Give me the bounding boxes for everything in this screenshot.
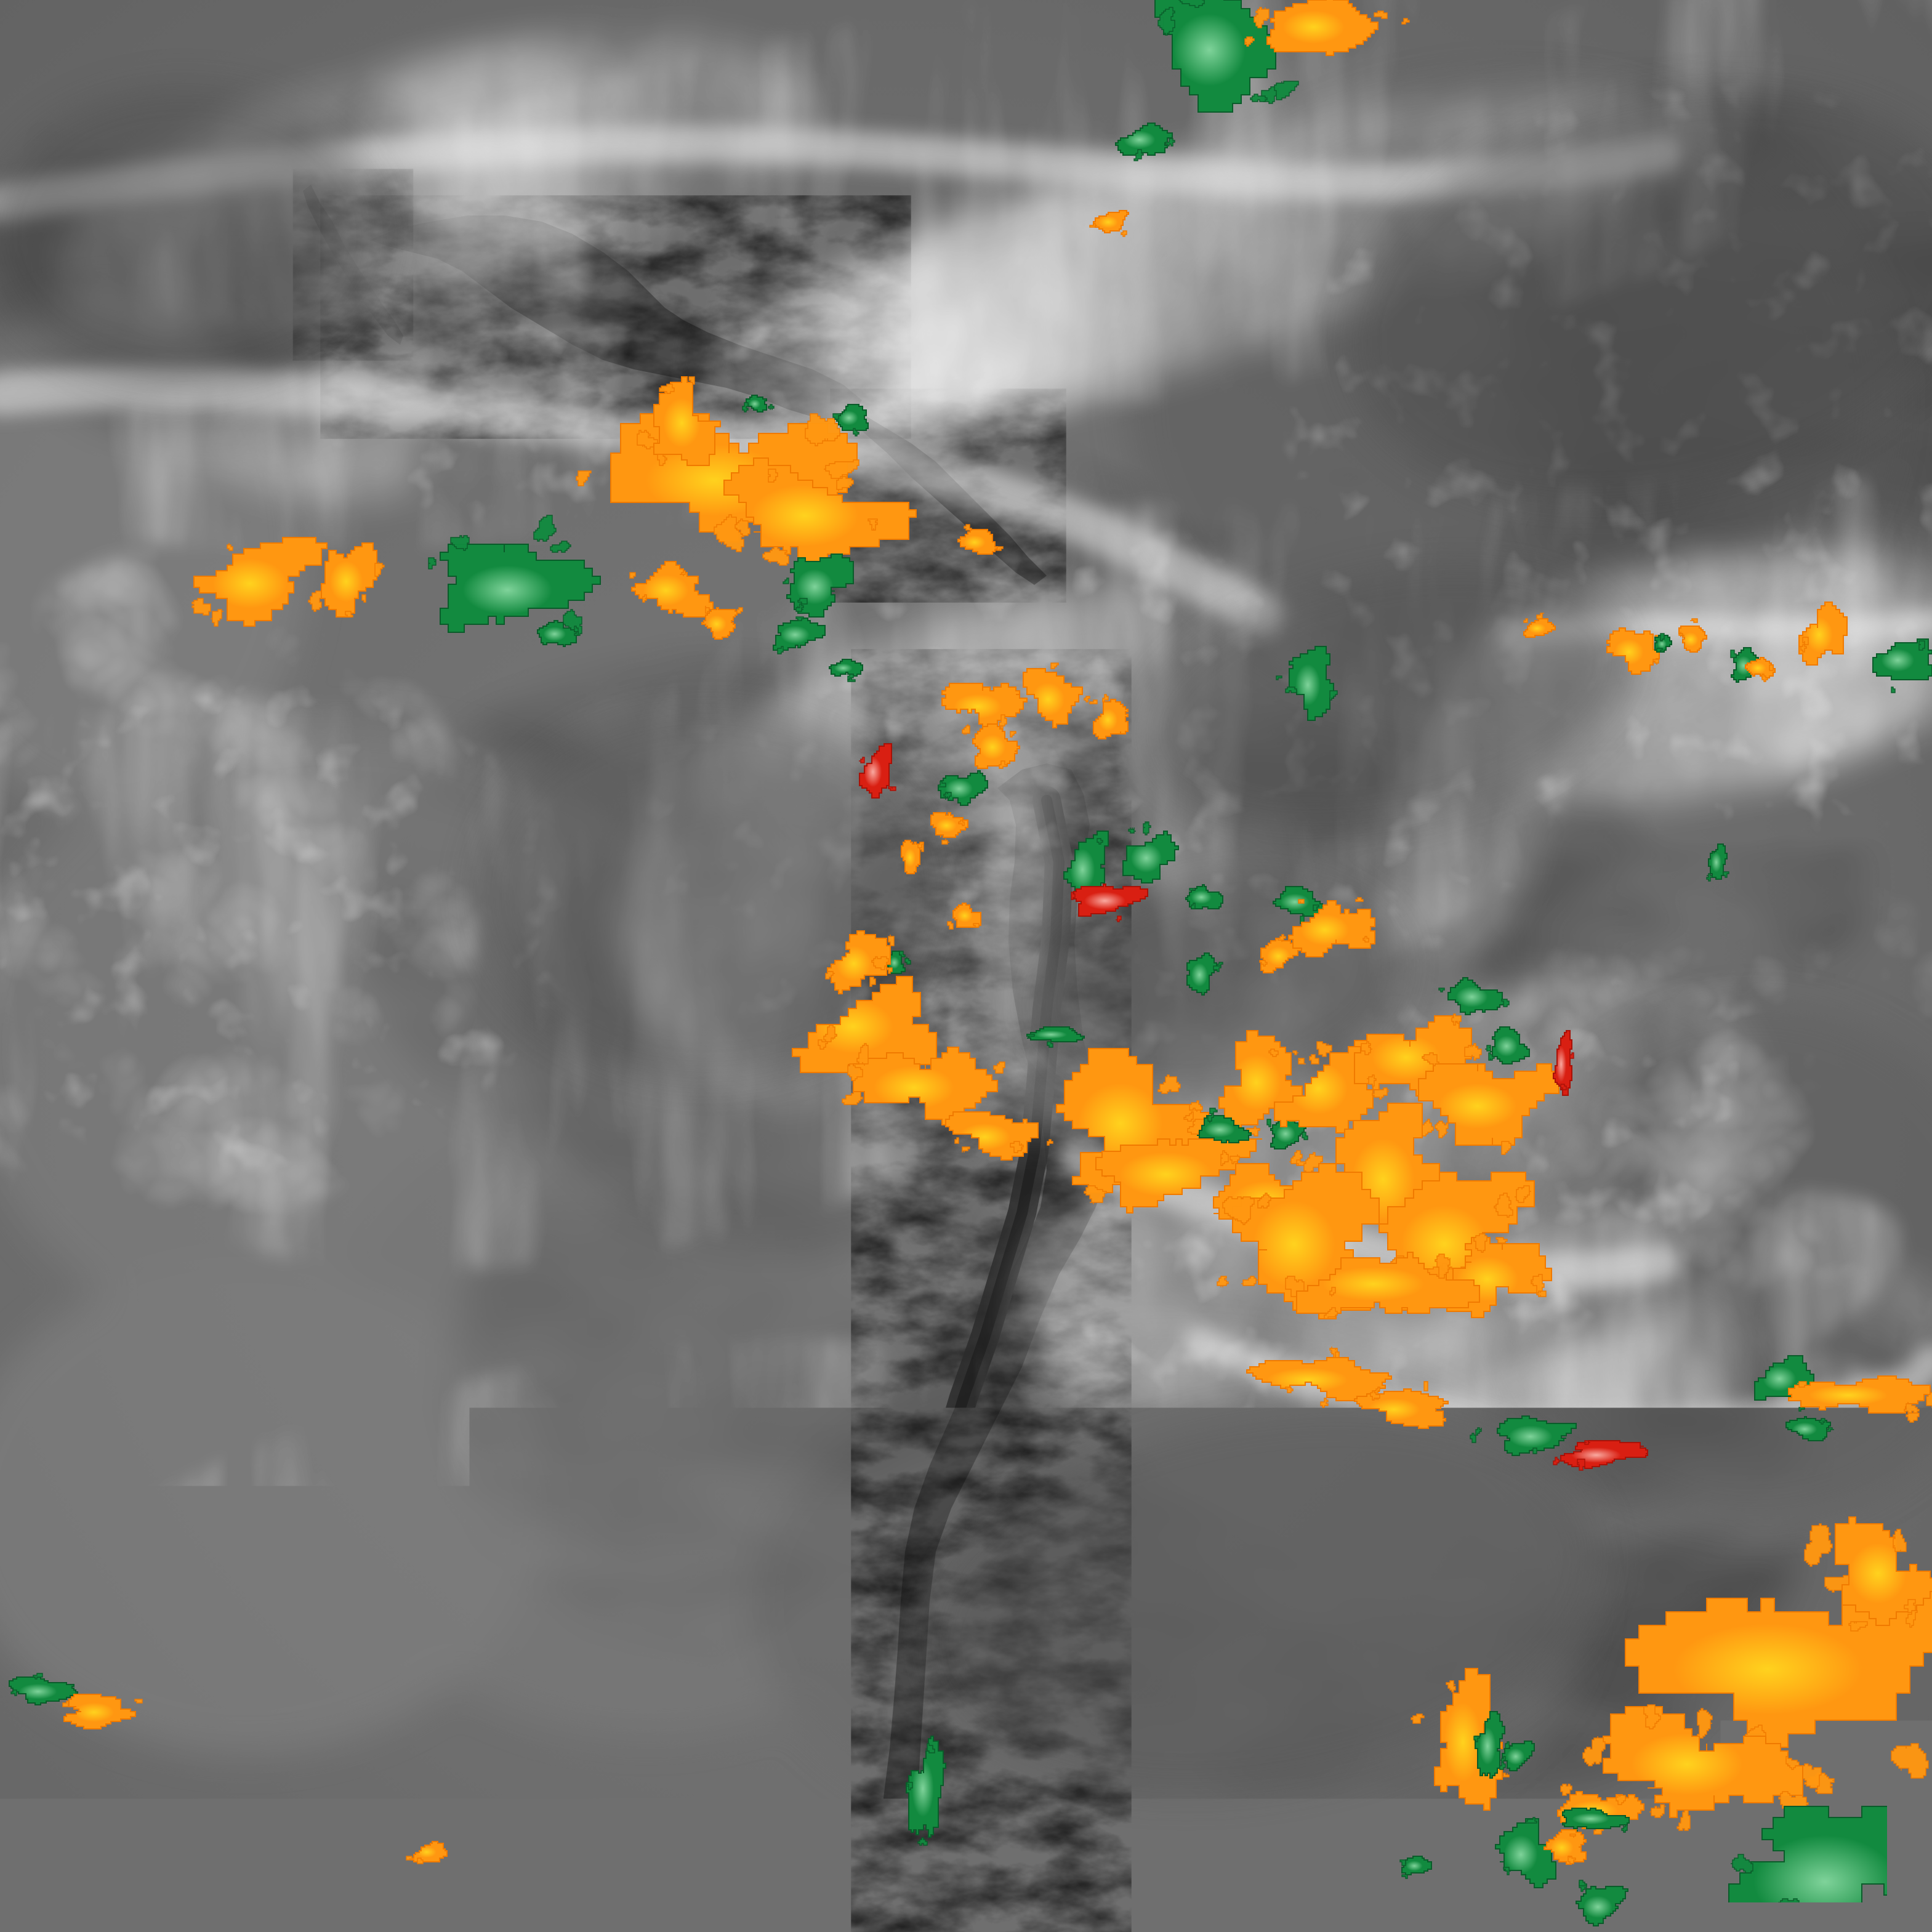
satellite-image-viewport [0, 0, 1932, 1932]
cell-fragment [1424, 1382, 1428, 1391]
cell-fragment [1298, 900, 1304, 903]
cell-fragment [1286, 687, 1297, 693]
satellite-basemap [0, 0, 1932, 1932]
cell-fragment [406, 1856, 412, 1860]
cell-fragment [1769, 665, 1773, 670]
cell-fragment [1217, 1276, 1228, 1287]
cell-fragment [1561, 1784, 1572, 1795]
